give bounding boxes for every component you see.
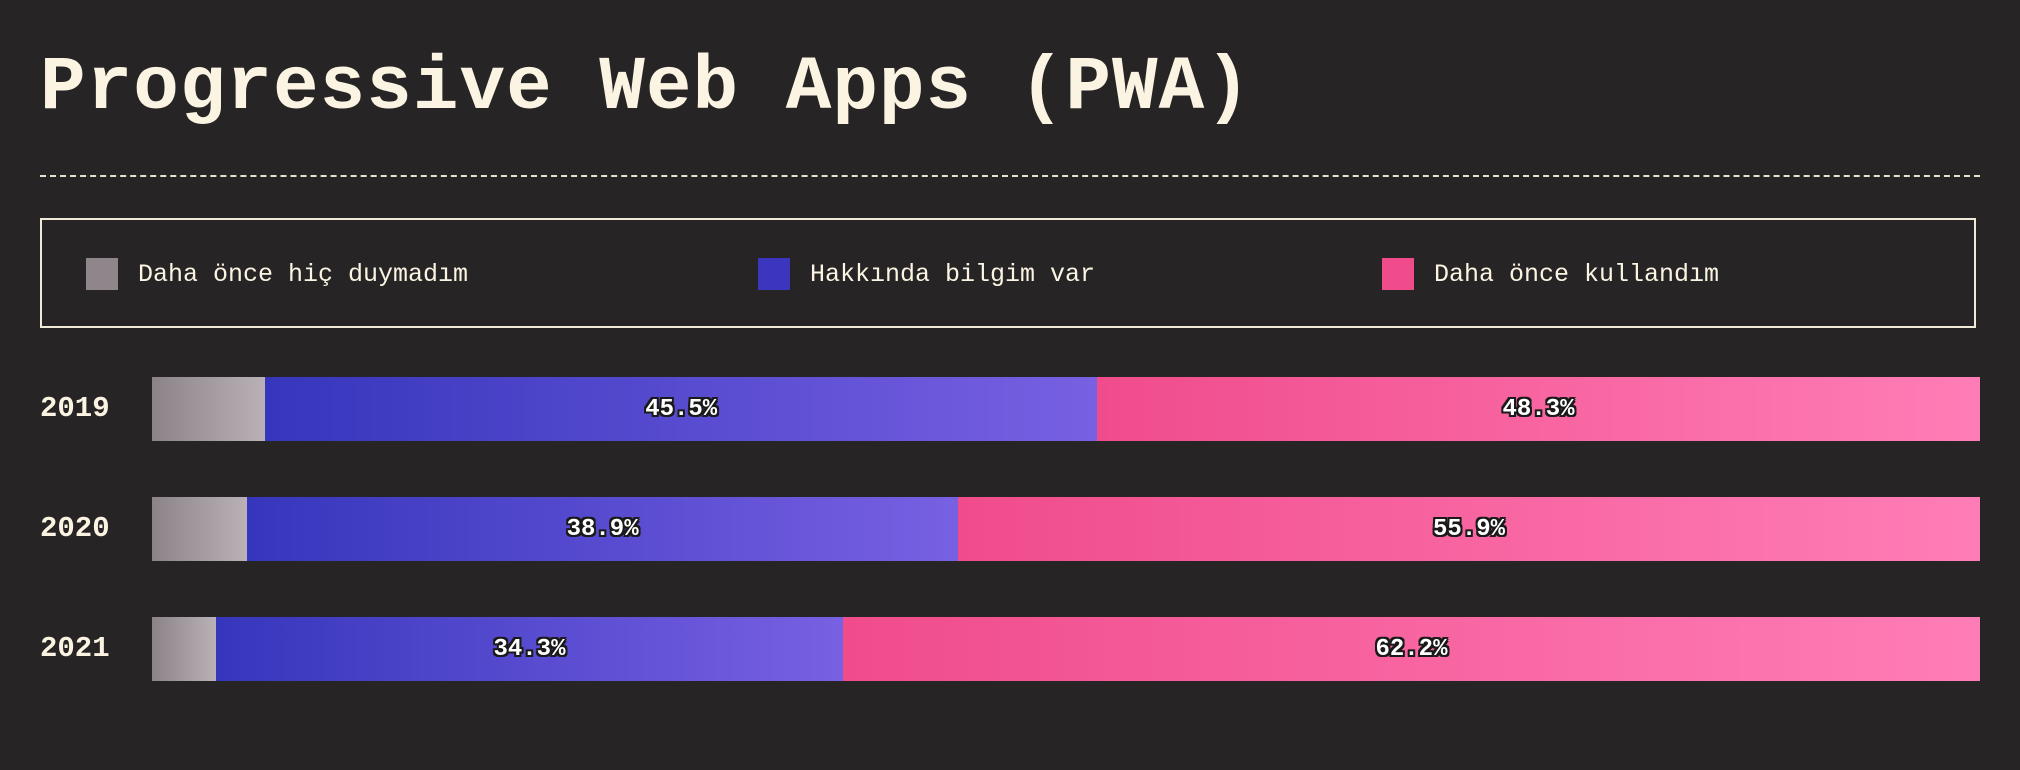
bar-row-2021: 34.3% 62.2%	[152, 617, 1980, 681]
legend-swatch-used-before	[1382, 258, 1414, 290]
legend-item-used-before: Daha önce kullandım	[1382, 258, 1719, 290]
legend-label-used-before: Daha önce kullandım	[1434, 259, 1720, 289]
legend-swatch-know-about	[758, 258, 790, 290]
bar-segment-2021-used-before: 62.2%	[842, 617, 1980, 681]
data-label-2020-know-about: 38.9%	[566, 515, 639, 543]
legend-label-know-about: Hakkında bilgim var	[810, 259, 1096, 289]
bar-row-2019: 45.5% 48.3%	[152, 377, 1980, 441]
chart-legend: Daha önce hiç duymadım Hakkında bilgim v…	[40, 218, 1976, 328]
bar-segment-2020-used-before: 55.9%	[958, 497, 1980, 561]
bar-segment-2019-never-heard	[152, 377, 266, 441]
bar-segment-2019-used-before: 48.3%	[1097, 377, 1980, 441]
row-label-2020: 2020	[40, 512, 110, 545]
bar-row-2020: 38.9% 55.9%	[152, 497, 1980, 561]
row-label-2019: 2019	[40, 392, 110, 425]
legend-swatch-never-heard	[86, 258, 118, 290]
legend-label-never-heard: Daha önce hiç duymadım	[138, 259, 469, 289]
data-label-2019-used-before: 48.3%	[1502, 395, 1575, 423]
data-label-2020-used-before: 55.9%	[1433, 515, 1506, 543]
data-label-2021-used-before: 62.2%	[1375, 635, 1448, 663]
legend-item-never-heard: Daha önce hiç duymadım	[86, 258, 468, 290]
title-divider	[40, 175, 1980, 177]
row-label-2021: 2021	[40, 632, 110, 665]
bar-segment-2021-never-heard	[152, 617, 216, 681]
data-label-2021-know-about: 34.3%	[493, 635, 566, 663]
bar-segment-2020-never-heard	[152, 497, 248, 561]
data-label-2019-know-about: 45.5%	[645, 395, 718, 423]
chart-title: Progressive Web Apps (PWA)	[40, 45, 1252, 131]
bar-segment-2020-know-about: 38.9%	[247, 497, 959, 561]
bar-segment-2021-know-about: 34.3%	[215, 617, 843, 681]
legend-item-know-about: Hakkında bilgim var	[758, 258, 1095, 290]
bar-segment-2019-know-about: 45.5%	[265, 377, 1098, 441]
